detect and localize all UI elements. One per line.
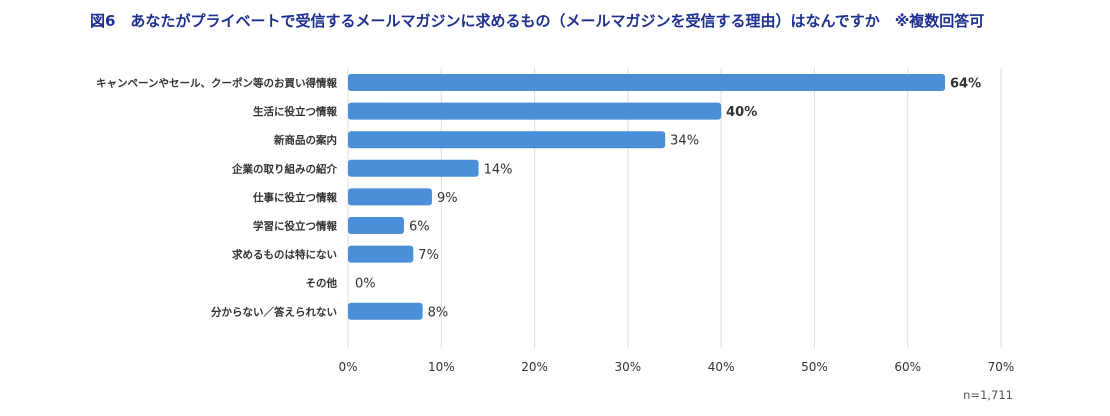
category-label: 仕事に役立つ情報 (252, 191, 337, 204)
category-label: 学習に役立つ情報 (253, 220, 337, 233)
data-label: 7% (418, 248, 439, 263)
data-label: 0% (355, 277, 376, 292)
category-label: 分からない／答えられない (211, 305, 337, 318)
category-label: その他 (306, 277, 338, 290)
x-tick-label: 0% (338, 360, 357, 374)
data-label: 14% (484, 162, 513, 177)
sample-size-note: n=1,711 (963, 388, 1013, 402)
category-label: 企業の取り組みの紹介 (231, 162, 337, 175)
data-label: 8% (428, 305, 449, 320)
category-label: 求めるものは特にない (232, 248, 337, 261)
data-label: 64% (950, 77, 981, 92)
x-tick-label: 10% (428, 360, 455, 374)
gridlines (347, 68, 1002, 348)
bars (348, 74, 946, 320)
x-tick-label: 60% (894, 360, 921, 374)
labels: キャンペーンやセール、クーポン等のお買い得情報 64% 生活に役立つ情報 40% 新商品… (96, 77, 981, 321)
chart-title: 図6 あなたがプライベートで受信するメールマガジンに求めるもの（メールマガジンを… (90, 12, 985, 30)
category-label: 生活に役立つ情報 (253, 105, 337, 118)
category-label: キャンペーンやセール、クーポン等のお買い得情報 (96, 77, 337, 90)
x-tick-label: 20% (521, 360, 548, 374)
bar (348, 245, 414, 263)
x-tick-label: 70% (988, 360, 1015, 374)
category-label: 新商品の案内 (274, 134, 337, 147)
bar (348, 131, 666, 149)
x-tick-label: 50% (801, 360, 828, 374)
x-tick-label: 30% (615, 360, 642, 374)
bar (348, 217, 404, 234)
x-axis-ticks: 0% 10% 20% 30% 40% 50% 60% 70% (338, 360, 1014, 374)
bar (348, 74, 946, 91)
bar (348, 159, 479, 177)
x-tick-label: 40% (708, 360, 735, 374)
data-label: 34% (670, 134, 699, 149)
bar (348, 188, 432, 206)
data-label: 40% (726, 105, 757, 120)
data-label: 9% (437, 191, 458, 206)
bar (348, 102, 722, 120)
bar (348, 302, 423, 320)
data-label: 6% (409, 220, 430, 235)
